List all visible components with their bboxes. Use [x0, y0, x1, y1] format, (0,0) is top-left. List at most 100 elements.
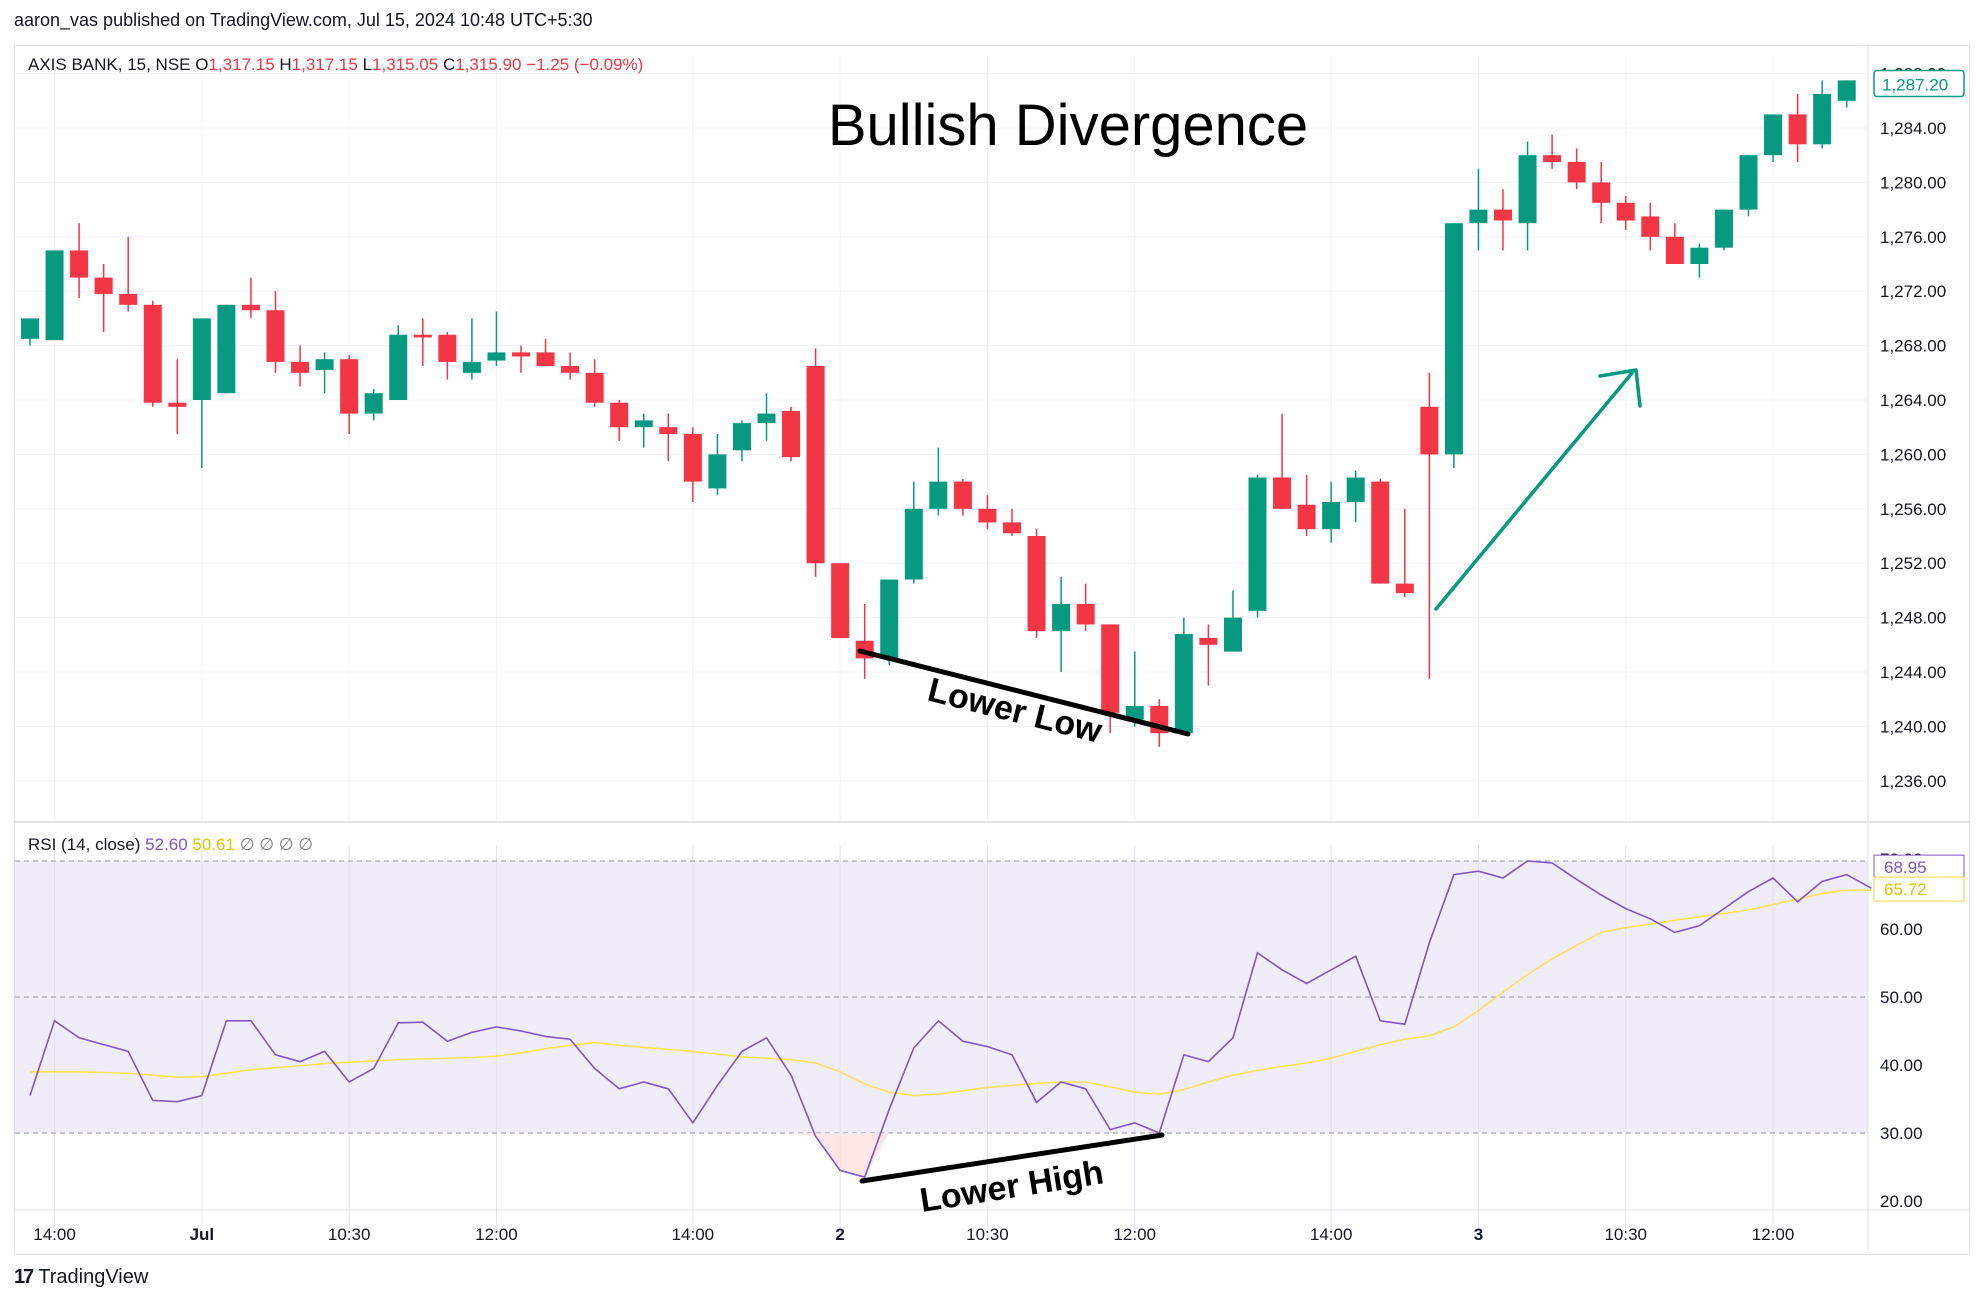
- candle: [1641, 202, 1660, 251]
- candle: [536, 338, 555, 366]
- candle: [880, 579, 899, 666]
- candle-body: [1837, 80, 1856, 101]
- candle: [1248, 474, 1267, 618]
- legend-part: AXIS BANK, 15, NSE: [28, 55, 195, 74]
- candle-body: [1322, 502, 1341, 530]
- rsi-last-label: 68.95: [1884, 858, 1927, 877]
- candle-body: [904, 508, 923, 580]
- price-tick-label: 1,252.00: [1880, 554, 1946, 573]
- rsi-line: [29, 860, 1872, 1179]
- tradingview-brand[interactable]: TradingView: [38, 1266, 149, 1288]
- candle: [217, 304, 236, 394]
- grid-lines: [15, 55, 1868, 1230]
- candle: [585, 359, 604, 407]
- price-tick-label: 1,284.00: [1880, 119, 1946, 138]
- time-tick-label: 10:30: [966, 1225, 1009, 1244]
- candle-body: [1223, 617, 1242, 652]
- price-tick-label: 1,244.00: [1880, 663, 1946, 682]
- time-tick-label: 12:00: [475, 1225, 518, 1244]
- candle-body: [1690, 247, 1709, 264]
- candle: [1714, 209, 1733, 251]
- candle: [512, 345, 530, 373]
- candle: [1346, 470, 1365, 523]
- rsi-legend-part: 52.60: [145, 835, 192, 854]
- candle-body: [364, 393, 383, 414]
- candle: [1788, 94, 1807, 162]
- candle-body: [1714, 209, 1733, 248]
- candle: [413, 318, 432, 366]
- footer: 17 TradingView: [14, 1266, 148, 1289]
- candle-body: [266, 310, 285, 362]
- candle-body: [880, 579, 899, 659]
- candle-body: [757, 413, 776, 424]
- candle-body: [1567, 162, 1586, 183]
- candle-body: [1543, 155, 1562, 162]
- rsi-oversold-fill: [791, 1133, 890, 1178]
- candle: [241, 277, 260, 319]
- candle: [831, 563, 850, 638]
- legend-part: −1.25 (−0.09%): [526, 55, 643, 74]
- time-tick-label: 14:00: [1310, 1225, 1353, 1244]
- candle: [487, 311, 506, 366]
- time-tick-label: 10:30: [328, 1225, 371, 1244]
- candle: [1592, 162, 1611, 224]
- candle-body: [241, 304, 260, 311]
- lower-high-line: [859, 1132, 1165, 1184]
- candle-body: [1444, 223, 1463, 455]
- candle: [340, 355, 359, 434]
- tradingview-logo[interactable]: 17: [14, 1266, 34, 1288]
- candle-body: [1494, 209, 1512, 221]
- candle-body: [953, 481, 972, 509]
- candle-body: [1346, 477, 1365, 502]
- rsi-tick-label: 40.00: [1880, 1056, 1923, 1075]
- candle: [143, 300, 162, 407]
- rsi-ma-last-label: 65.72: [1884, 880, 1927, 899]
- candle: [1371, 478, 1390, 584]
- candle: [683, 427, 702, 502]
- rsi-legend-part: ∅ ∅ ∅ ∅: [240, 835, 313, 854]
- candle-body: [119, 293, 138, 305]
- candle: [1444, 223, 1463, 468]
- candle: [1027, 529, 1046, 638]
- candle: [904, 481, 923, 584]
- candle-body: [1764, 114, 1783, 156]
- candle-body: [634, 420, 653, 428]
- legend-part: 1,317.15: [292, 55, 363, 74]
- time-tick-label: Jul: [190, 1225, 215, 1244]
- candle: [1420, 372, 1439, 679]
- candle: [1125, 651, 1144, 727]
- candle-body: [1273, 477, 1292, 509]
- candle-body: [1371, 481, 1390, 584]
- candle: [732, 420, 751, 462]
- candle: [266, 291, 285, 373]
- candle: [1395, 508, 1414, 598]
- candle: [1518, 141, 1537, 251]
- candle-body: [45, 250, 64, 341]
- candle-body: [683, 434, 702, 482]
- candle-body: [732, 423, 751, 451]
- candle-body: [217, 304, 236, 394]
- candle-body: [94, 277, 113, 294]
- candle-body: [1297, 504, 1316, 530]
- candle: [1616, 196, 1635, 230]
- legend-part: O: [195, 55, 208, 74]
- candle: [1567, 148, 1586, 190]
- candle: [94, 264, 113, 332]
- candle: [70, 223, 89, 298]
- rsi-legend: RSI (14, close) 52.60 50.61 ∅ ∅ ∅ ∅: [28, 835, 313, 854]
- candle-body: [1248, 477, 1267, 611]
- price-tick-label: 1,260.00: [1880, 445, 1946, 464]
- candle: [438, 332, 457, 380]
- candle: [291, 345, 310, 387]
- candle-body: [929, 481, 948, 509]
- time-tick-label: 12:00: [1752, 1225, 1795, 1244]
- last-price-label: 1,287.20: [1882, 75, 1948, 94]
- candle-body: [143, 304, 162, 403]
- candle-body: [1592, 182, 1611, 203]
- candle-body: [315, 359, 334, 371]
- candle: [806, 348, 825, 577]
- candle-body: [487, 352, 506, 361]
- candle: [855, 604, 874, 679]
- bullish-arrow: [1434, 368, 1642, 611]
